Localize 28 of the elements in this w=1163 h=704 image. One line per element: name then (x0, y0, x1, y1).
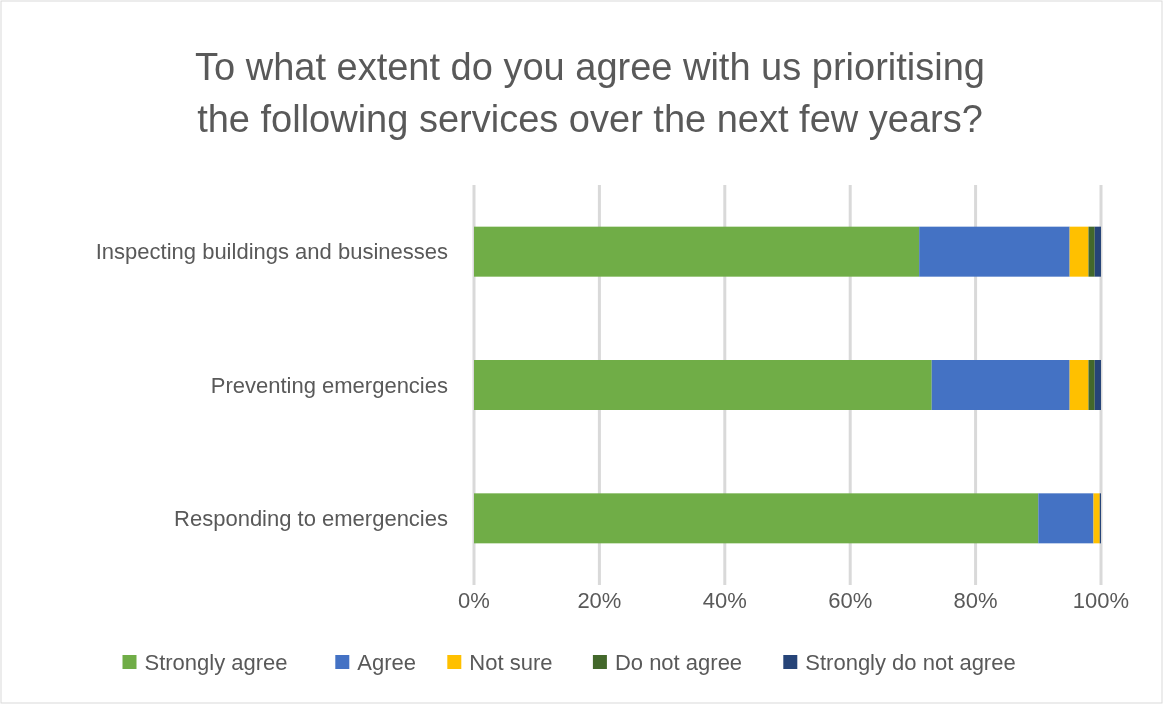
legend-label: Strongly do not agree (805, 649, 1016, 675)
legend-label: Do not agree (614, 649, 743, 675)
bar (1069, 360, 1089, 410)
bar (1094, 360, 1101, 410)
y-tick-label: Inspecting buildings and businesses (95, 239, 448, 265)
y-tick-label: Responding to emergencies (174, 506, 448, 532)
x-tick-label: 40% (702, 588, 747, 613)
x-tick-label: 20% (577, 588, 622, 613)
x-tick-label: 80% (953, 588, 998, 613)
x-tick-label: 100% (1072, 588, 1130, 613)
bar (1093, 493, 1100, 544)
bar (474, 360, 932, 410)
bar (931, 360, 1070, 410)
bar (1094, 226, 1101, 277)
bar (919, 226, 1070, 277)
bar (474, 493, 1039, 544)
chart-title: To what extent do you agree with us prioritising the following services over the next few years? (195, 46, 985, 140)
bar (1038, 493, 1094, 544)
bar (1088, 360, 1095, 410)
y-tick-label: Preventing emergencies (210, 372, 448, 398)
legend-label: Strongly agree (144, 649, 288, 675)
bar (1069, 226, 1089, 277)
bar (1088, 226, 1095, 277)
bar (474, 226, 920, 277)
x-tick-label: 0% (458, 588, 490, 613)
x-tick-label: 60% (828, 588, 873, 613)
legend-label: Not sure (469, 649, 553, 675)
legend-label: Agree (357, 649, 417, 675)
